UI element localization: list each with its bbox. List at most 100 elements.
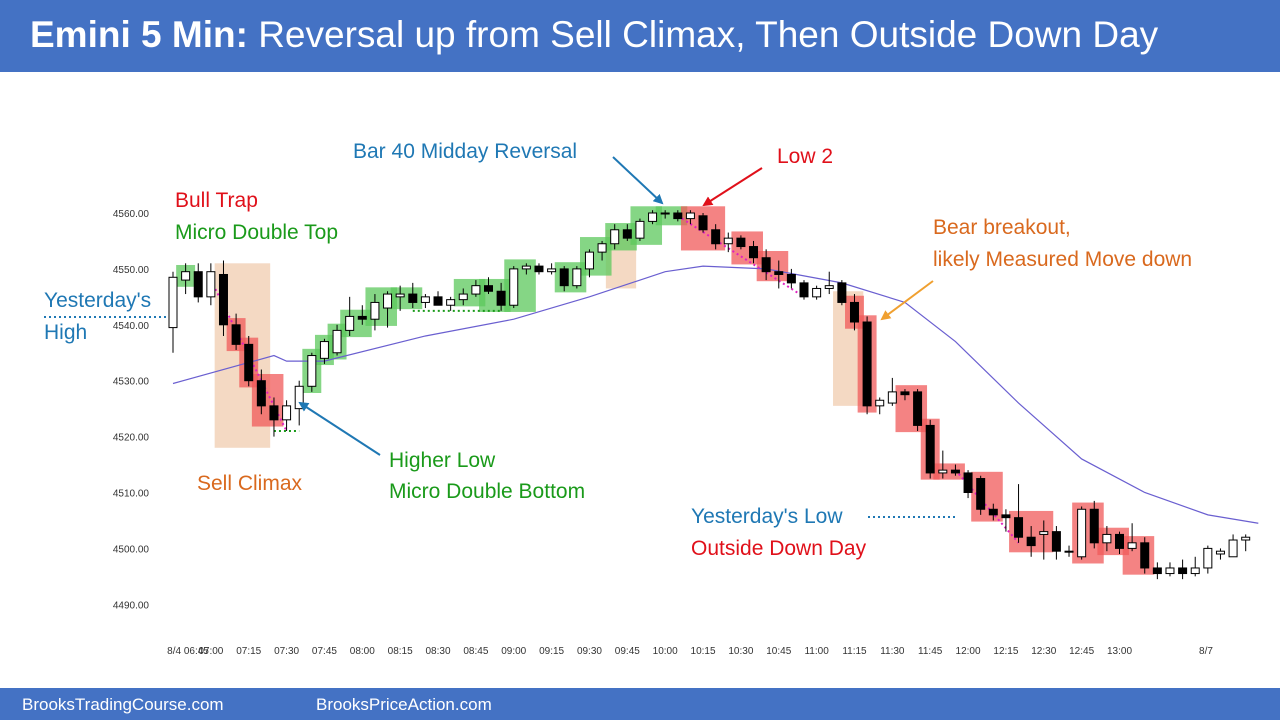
yesterdays-high-label-2: High: [44, 321, 87, 344]
slide-title: Emini 5 Min: Reversal up from Sell Clima…: [30, 14, 1158, 56]
y-tick-label: 4530.00: [113, 377, 150, 388]
candle-body: [1203, 547, 1213, 569]
candle-body: [1026, 536, 1036, 547]
x-tick-label: 12:30: [1031, 646, 1056, 657]
candle-body: [660, 212, 670, 215]
candle-body: [181, 271, 191, 281]
x-tick-label: 11:45: [918, 646, 943, 657]
brooks-trading-course-link[interactable]: BrooksTradingCourse.com: [22, 695, 224, 714]
candle-body: [1241, 536, 1251, 541]
candle-body: [1152, 567, 1162, 575]
candle-body: [875, 399, 885, 407]
candle-body: [673, 212, 683, 220]
bear-breakout-label-2: likely Measured Move down: [933, 248, 1192, 271]
candle-body: [622, 229, 632, 239]
bear-breakout-arrow: [880, 280, 934, 321]
candle-body: [824, 285, 834, 289]
candle-body: [1089, 508, 1099, 544]
candle-body: [1102, 533, 1112, 544]
outside-down-day-label: Outside Down Day: [691, 537, 867, 560]
candle-body: [938, 469, 948, 474]
x-tick-label: 12:15: [993, 646, 1018, 657]
candle-body: [231, 324, 241, 345]
bar40-arrow: [612, 156, 664, 205]
micro-double-bottom-label: Micro Double Bottom: [389, 480, 585, 503]
candle-body: [774, 271, 784, 275]
candle-body: [736, 237, 746, 248]
brooks-price-action-link[interactable]: BrooksPriceAction.com: [316, 695, 492, 714]
sell-climax-label: Sell Climax: [197, 472, 303, 495]
bull-trap-label: Bull Trap: [175, 189, 258, 212]
x-tick-label: 8/7: [1199, 646, 1213, 657]
x-tick-label: 10:00: [653, 646, 678, 657]
higher-low-label: Higher Low: [389, 449, 496, 472]
bar40-midday-reversal-label: Bar 40 Midday Reversal: [353, 140, 577, 163]
y-axis-ticks: 4490.00 4500.00 4510.00 4520.00 4530.00 4540.…: [113, 209, 150, 611]
bear-bar-highlight: [1122, 536, 1155, 575]
candle-body: [711, 229, 721, 245]
y-tick-label: 4540.00: [113, 321, 150, 332]
candle-body: [1140, 542, 1150, 569]
candle-body: [925, 424, 935, 474]
candle-body: [597, 243, 607, 253]
candle-body: [698, 215, 708, 231]
y-tick-label: 4500.00: [113, 544, 150, 555]
candle-body: [307, 355, 317, 387]
candle-body: [1051, 531, 1061, 552]
candle-body: [547, 268, 557, 273]
x-tick-label: 11:15: [842, 646, 867, 657]
candle-body: [913, 391, 923, 426]
candle-body: [1165, 567, 1175, 575]
x-tick-label: 11:30: [880, 646, 905, 657]
x-tick-label: 08:30: [426, 646, 451, 657]
candle-body: [799, 282, 809, 298]
ema-layer: [172, 265, 1259, 524]
candle-body: [1077, 508, 1087, 558]
candle-body: [319, 341, 329, 359]
slide-title-rest: Reversal up from Sell Climax, Then Outsi…: [258, 14, 1159, 55]
candle-body: [168, 276, 178, 329]
x-tick-label: 08:00: [350, 646, 375, 657]
candle-body: [345, 315, 355, 331]
candle-body: [1115, 533, 1124, 549]
candle-body: [509, 268, 519, 306]
x-tick-label: 09:30: [577, 646, 602, 657]
candle-body: [206, 271, 216, 298]
candle-body: [357, 315, 367, 320]
x-tick-label: 08:15: [388, 646, 413, 657]
x-tick-label: 08:45: [463, 646, 488, 657]
x-tick-label: 07:30: [274, 646, 299, 657]
candle-body: [458, 293, 468, 301]
candle-body: [408, 293, 418, 303]
candle-body: [862, 321, 872, 407]
candle-body: [484, 285, 493, 292]
candle-body: [900, 391, 910, 396]
candle-body: [1215, 550, 1225, 555]
candle-body: [1127, 542, 1137, 549]
candle-body: [1014, 517, 1024, 538]
candle-body: [433, 296, 443, 306]
x-tick-label: 8/4 06:45: [167, 646, 209, 657]
low2-arrow: [702, 167, 763, 207]
candle-body: [786, 273, 796, 284]
candle-body: [383, 293, 393, 309]
candle-body: [370, 301, 380, 320]
candle-body: [332, 329, 342, 354]
candle-body: [244, 343, 254, 382]
candle-body: [963, 472, 973, 493]
slide-footer: BrooksTradingCourse.com BrooksPriceActio…: [0, 688, 1280, 720]
candle-body: [812, 287, 822, 298]
bull-bar-highlight: [504, 259, 536, 312]
x-tick-label: 07:45: [312, 646, 337, 657]
y-tick-label: 4550.00: [113, 265, 150, 276]
candle-body: [635, 220, 645, 239]
candle-body: [584, 251, 594, 270]
candle-body: [521, 265, 531, 270]
candle-body: [685, 212, 695, 220]
candle-body: [723, 237, 733, 245]
candle-body: [1001, 514, 1011, 519]
bull-bar-highlight: [390, 287, 423, 310]
candle-body: [559, 268, 569, 287]
candle-body: [749, 246, 759, 259]
